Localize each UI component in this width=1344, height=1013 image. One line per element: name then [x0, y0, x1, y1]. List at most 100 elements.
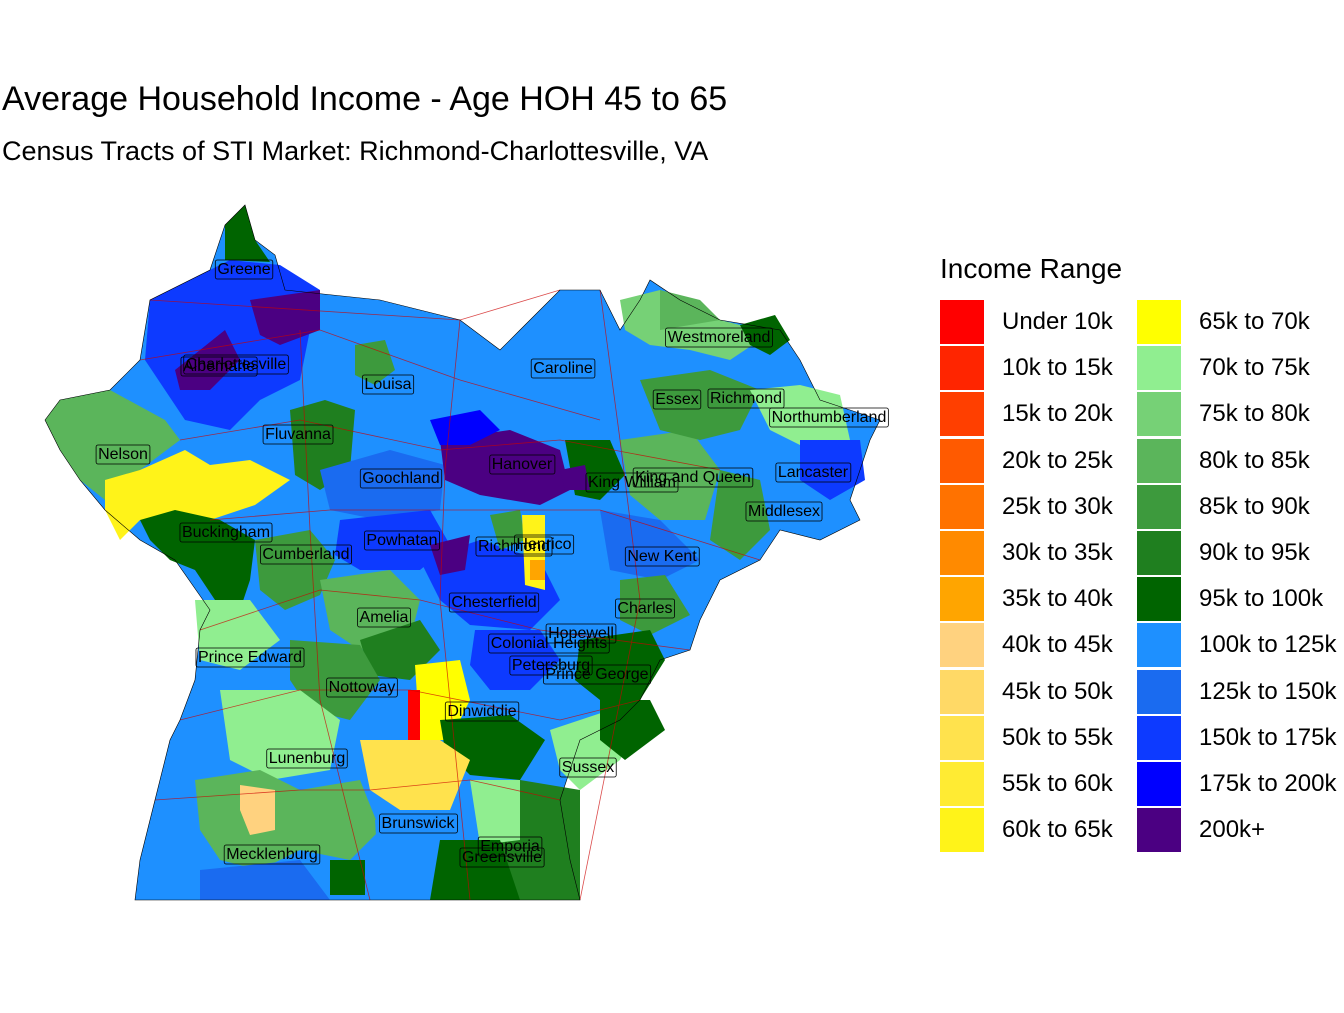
- map-region-middlesex-green: [710, 470, 770, 560]
- legend-label: 80k to 85k: [1199, 446, 1310, 474]
- county-label-text: Brunswick: [382, 815, 456, 832]
- county-label-box: [652, 389, 702, 410]
- legend-label: 90k to 95k: [1199, 539, 1310, 566]
- map-region-brunswick-yellow: [360, 740, 470, 810]
- legend-item: 175k to 200k: [1137, 762, 1336, 806]
- legend-swatch: [940, 715, 984, 760]
- county-label: Sussex: [559, 757, 617, 778]
- county-label: King and Queen: [632, 467, 754, 488]
- county-label-box: [223, 844, 321, 865]
- legend-label: 150k to 175k: [1199, 723, 1337, 751]
- legend-label: 100k to 125k: [1199, 631, 1337, 659]
- legend-label: 15k to 20k: [1002, 400, 1113, 428]
- map-outline: [44, 204, 881, 901]
- map-region-kingqueen-green: [620, 430, 720, 520]
- county-label-box: [195, 647, 305, 668]
- legend-swatch: [1137, 300, 1181, 344]
- legend-item: 40k to 45k: [940, 623, 1113, 668]
- county-label-text: Nelson: [98, 446, 148, 463]
- legend-swatch: [1137, 438, 1181, 483]
- county-label-text: Lunenburg: [269, 750, 346, 767]
- map-region-albemarle-purple: [250, 290, 320, 345]
- legend-label: 85k to 90k: [1199, 492, 1310, 520]
- legend: Under 10k 10k to 15k 15k to 20k 20k to 25k 2…: [940, 300, 1344, 860]
- county-label: Prince Edward: [195, 647, 305, 668]
- county-label-box: [775, 462, 852, 483]
- map-region-hanover-purple: [440, 430, 570, 505]
- legend-swatch: [940, 346, 984, 391]
- legend-swatch: [940, 762, 984, 806]
- map-region-richmond-core-green: [490, 510, 525, 550]
- county-label-box: [509, 655, 593, 676]
- county-label-text: Buckingham: [182, 524, 270, 541]
- county-label: Albemarle: [180, 356, 258, 377]
- county-label-box: [260, 544, 352, 565]
- county-label: Greensville: [459, 847, 545, 868]
- county-label-box: [514, 534, 575, 555]
- county-label-text: Middlesex: [748, 503, 820, 520]
- map-region-kingwilliam-purple: [560, 465, 590, 490]
- county-label-text: Caroline: [533, 360, 593, 377]
- map-region-louisa-green: [355, 340, 395, 385]
- county-label-text: Petersburg: [512, 657, 590, 674]
- legend-swatch: [940, 484, 984, 529]
- legend-swatch: [1137, 808, 1181, 853]
- county-label-text: Richmond: [710, 390, 782, 407]
- county-label-box: [266, 748, 348, 769]
- county-label-text: Mecklenburg: [226, 846, 318, 863]
- choropleth-map: Greene AlbemarleCharlottesville Louisa Caro…: [44, 204, 889, 901]
- county-label-box: [530, 358, 596, 379]
- legend-item: 75k to 80k: [1137, 392, 1310, 437]
- county-label-box: [559, 757, 617, 778]
- county-label: Nottoway: [326, 677, 398, 698]
- legend-item: 100k to 125k: [1137, 623, 1337, 668]
- legend-label: 35k to 40k: [1002, 585, 1113, 613]
- legend-item: 125k to 150k: [1137, 669, 1336, 714]
- county-label-text: Prince George: [545, 666, 648, 683]
- county-label: Henrico: [514, 534, 575, 555]
- map-region-lancaster-blue: [800, 440, 865, 500]
- legend-swatch: [940, 669, 984, 714]
- county-label-box: [214, 259, 274, 280]
- map-region-mecklenburg-blue: [200, 860, 330, 900]
- county-label-box: [379, 813, 458, 834]
- legend-swatch: [1137, 392, 1181, 437]
- map-region-mecklenburg-tan: [240, 785, 275, 835]
- county-label-box: [357, 607, 411, 628]
- legend-label: 40k to 45k: [1002, 631, 1113, 659]
- map-region-sussex-dark: [600, 700, 665, 760]
- county-label-text: Louisa: [364, 376, 411, 393]
- county-label: Chesterfield: [448, 592, 540, 613]
- county-label: Charlottesville: [183, 354, 289, 375]
- county-label: Petersburg: [509, 655, 593, 676]
- legend-item: 80k to 85k: [1137, 438, 1310, 483]
- county-label: Essex: [652, 389, 702, 410]
- legend-item: 20k to 25k: [940, 438, 1113, 483]
- county-label: Lancaster: [775, 462, 852, 483]
- legend-label: 95k to 100k: [1199, 585, 1324, 613]
- county-label-box: [326, 677, 398, 698]
- county-label-text: King and Queen: [635, 469, 751, 486]
- county-label: Richmond: [707, 388, 785, 409]
- county-label-box: [95, 444, 151, 465]
- legend-item: 50k to 55k: [940, 715, 1113, 760]
- county-label: Mecklenburg: [223, 844, 321, 865]
- county-label: Hanover: [489, 454, 556, 475]
- legend-item: 85k to 90k: [1137, 484, 1310, 529]
- map-region-westmoreland-dark: [740, 315, 790, 355]
- county-label: Amelia: [357, 607, 411, 628]
- legend-swatch: [1137, 762, 1181, 806]
- county-label-text: Colonial Heights: [491, 635, 608, 652]
- legend-swatch: [1137, 715, 1181, 760]
- legend-label: 70k to 75k: [1199, 354, 1310, 382]
- legend-label: 60k to 65k: [1002, 816, 1113, 844]
- legend-item: 90k to 95k: [1137, 531, 1310, 575]
- county-labels: Greene AlbemarleCharlottesville Louisa Caro…: [95, 259, 889, 868]
- map-region-chesterfield-purple: [430, 535, 470, 575]
- legend-swatch: [940, 531, 984, 575]
- legend-label: 175k to 200k: [1199, 770, 1337, 797]
- county-label: Greene: [214, 259, 274, 280]
- county-label-text: Lancaster: [778, 464, 849, 481]
- map-region-hanover-blue: [430, 410, 500, 445]
- map-region-northumberland-green: [750, 385, 850, 450]
